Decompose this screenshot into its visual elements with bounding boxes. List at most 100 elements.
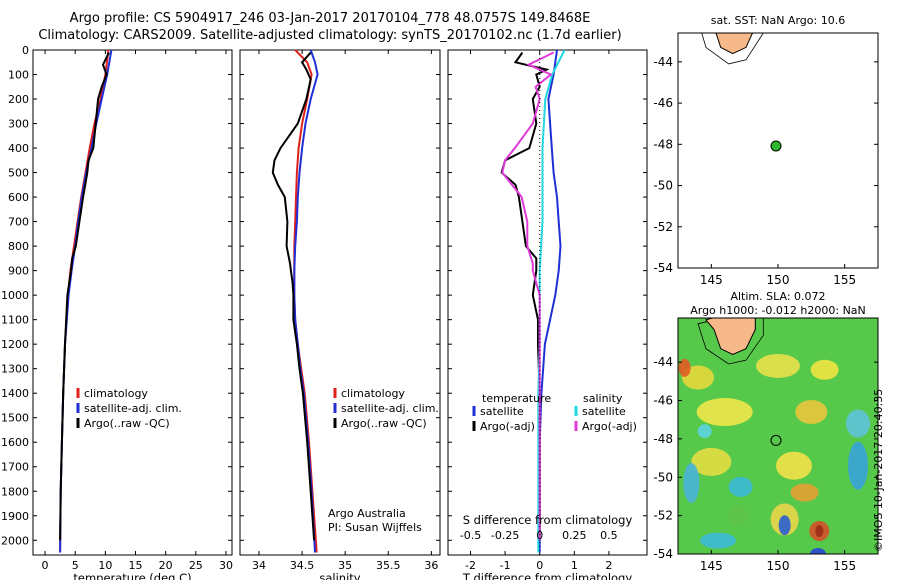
- temperature-frame: [32, 49, 233, 556]
- temperature-xtick-label: 15: [129, 559, 143, 572]
- sla-map-title-line1: Altim. SLA: 0.072: [730, 290, 826, 303]
- legend-label: Argo(..raw -QC): [84, 417, 170, 430]
- differences-xtick-label: 1: [571, 559, 578, 572]
- temperature-xtick-label: 25: [189, 559, 203, 572]
- credit-line1: Argo Australia: [328, 507, 406, 520]
- depth-tick-label: 700: [8, 216, 29, 229]
- temperature-xtick-label: 20: [159, 559, 173, 572]
- legend-s-label: satellite: [582, 405, 626, 418]
- sla-anomaly-blob: [778, 515, 791, 536]
- s-diff-tick-label: 0.25: [562, 529, 587, 542]
- sla-anomaly-blob: [696, 398, 753, 427]
- credit-line2: PI: Susan Wijffels: [328, 521, 422, 534]
- sla-anomaly-blob: [691, 447, 732, 476]
- sla_map-ytick-label: -54: [653, 547, 673, 561]
- temperature-xtick-label: 30: [219, 559, 233, 572]
- legend-label: climatology: [341, 387, 405, 400]
- sla-anomaly-blob: [810, 359, 839, 380]
- bathymetry-contour: [701, 33, 764, 65]
- sla_map-xtick-label: 145: [700, 559, 723, 573]
- depth-tick-label: 800: [8, 240, 29, 253]
- bathymetry-contour: [697, 318, 764, 365]
- sla-anomaly-blob: [795, 400, 828, 425]
- sla-anomaly-blob: [776, 451, 812, 480]
- differences-xlabel: T difference from climatology: [462, 571, 633, 580]
- legend-label: climatology: [84, 387, 148, 400]
- depth-tick-label: 1900: [1, 510, 29, 523]
- sla_map-ytick-label: -52: [653, 509, 673, 523]
- s-diff-tick-label: -0.25: [491, 529, 519, 542]
- depth-tick-label: 300: [8, 118, 29, 131]
- land-group: [701, 33, 764, 65]
- legend-label: Argo(..raw -QC): [341, 417, 427, 430]
- depth-tick-label: 1500: [1, 412, 29, 425]
- sla-anomaly-blob: [728, 476, 753, 497]
- depth-tick-label: 100: [8, 69, 29, 82]
- sla-anomaly-blob: [697, 424, 712, 439]
- differences-xtick-label: -1: [500, 559, 511, 572]
- sla-anomaly-blob: [846, 409, 870, 438]
- sst_map-ytick-label: -44: [653, 55, 673, 69]
- sla-anomaly-blob: [683, 463, 700, 504]
- sla_map-group: [677, 317, 879, 555]
- s-diff-tick-label: 0: [536, 529, 543, 542]
- differences-series-2: [537, 49, 566, 553]
- s-diff-tick-label: 0.5: [600, 529, 618, 542]
- differences-xtick-label: -2: [465, 559, 476, 572]
- figure-title-line1: Argo profile: CS 5904917_246 03-Jan-2017…: [69, 11, 591, 26]
- legend-t-label: Argo(-adj): [480, 420, 535, 433]
- tasmania-land: [705, 318, 756, 356]
- differences-frame: [447, 49, 648, 556]
- depth-tick-label: 1400: [1, 387, 29, 400]
- sst_map-ytick-label: -46: [653, 96, 673, 110]
- legend-label: satellite-adj. clim.: [84, 402, 182, 415]
- sla-anomaly-blob: [848, 441, 868, 490]
- depth-tick-label: 200: [8, 93, 29, 106]
- differences-xtick-label: 0: [536, 559, 543, 572]
- salinity-series-1: [293, 49, 319, 553]
- depth-tick-label: 500: [8, 167, 29, 180]
- sla-anomaly-blob: [728, 505, 748, 526]
- depth-tick-label: 1600: [1, 436, 29, 449]
- sla-anomaly-blob: [815, 524, 824, 537]
- depth-tick-label: 2000: [1, 534, 29, 547]
- legend-label: satellite-adj. clim.: [341, 402, 439, 415]
- sst_map-ytick-label: -50: [653, 179, 673, 193]
- sla-field: [678, 318, 878, 554]
- sla-map-title-line2: Argo h1000: -0.012 h2000: NaN: [690, 304, 866, 317]
- legend-s-label: Argo(-adj): [582, 420, 637, 433]
- sla_map-xtick-label: 155: [833, 559, 856, 573]
- depth-tick-label: 900: [8, 265, 29, 278]
- salinity-xtick-label: 36: [424, 559, 438, 572]
- differences-xtick-label: 2: [605, 559, 612, 572]
- sst_map-ytick-label: -54: [653, 261, 673, 275]
- depth-tick-label: 1200: [1, 338, 29, 351]
- salinity-xtick-label: 35: [338, 559, 352, 572]
- s-diff-tick-label: -0.5: [460, 529, 481, 542]
- depth-tick-label: 1700: [1, 461, 29, 474]
- sla-anomaly-blob: [700, 532, 736, 549]
- sst_map-xtick-label: 155: [833, 273, 856, 287]
- salinity-xtick-label: 35.5: [376, 559, 401, 572]
- temperature-xtick-label: 0: [42, 559, 49, 572]
- s-diff-label: S difference from climatology: [463, 513, 633, 527]
- figure-title-line2: Climatology: CARS2009. Satellite-adjuste…: [38, 28, 622, 43]
- sla_map-ytick-label: -46: [653, 394, 673, 408]
- sst_map-xtick-label: 150: [767, 273, 790, 287]
- temperature-xlabel: temperature (deg C): [73, 571, 191, 580]
- salinity-xlabel: salinity: [319, 571, 360, 580]
- depth-tick-label: 1000: [1, 289, 29, 302]
- sla_map-argo-marker: [770, 434, 782, 446]
- salinity-series-2: [271, 51, 316, 541]
- salinity-xtick-label: 34: [252, 559, 266, 572]
- sla-anomaly-blob: [790, 483, 819, 502]
- differences-series-3: [501, 51, 555, 541]
- depth-tick-label: 1800: [1, 485, 29, 498]
- sst_map-argo-marker: [770, 140, 782, 152]
- legend-s-header: salinity: [583, 392, 623, 405]
- depth-tick-label: 0: [22, 44, 29, 57]
- depth-tick-label: 400: [8, 142, 29, 155]
- temperature-xtick-label: 10: [98, 559, 112, 572]
- sst_map-ytick-label: -48: [653, 137, 673, 151]
- temperature-series-2: [59, 52, 110, 541]
